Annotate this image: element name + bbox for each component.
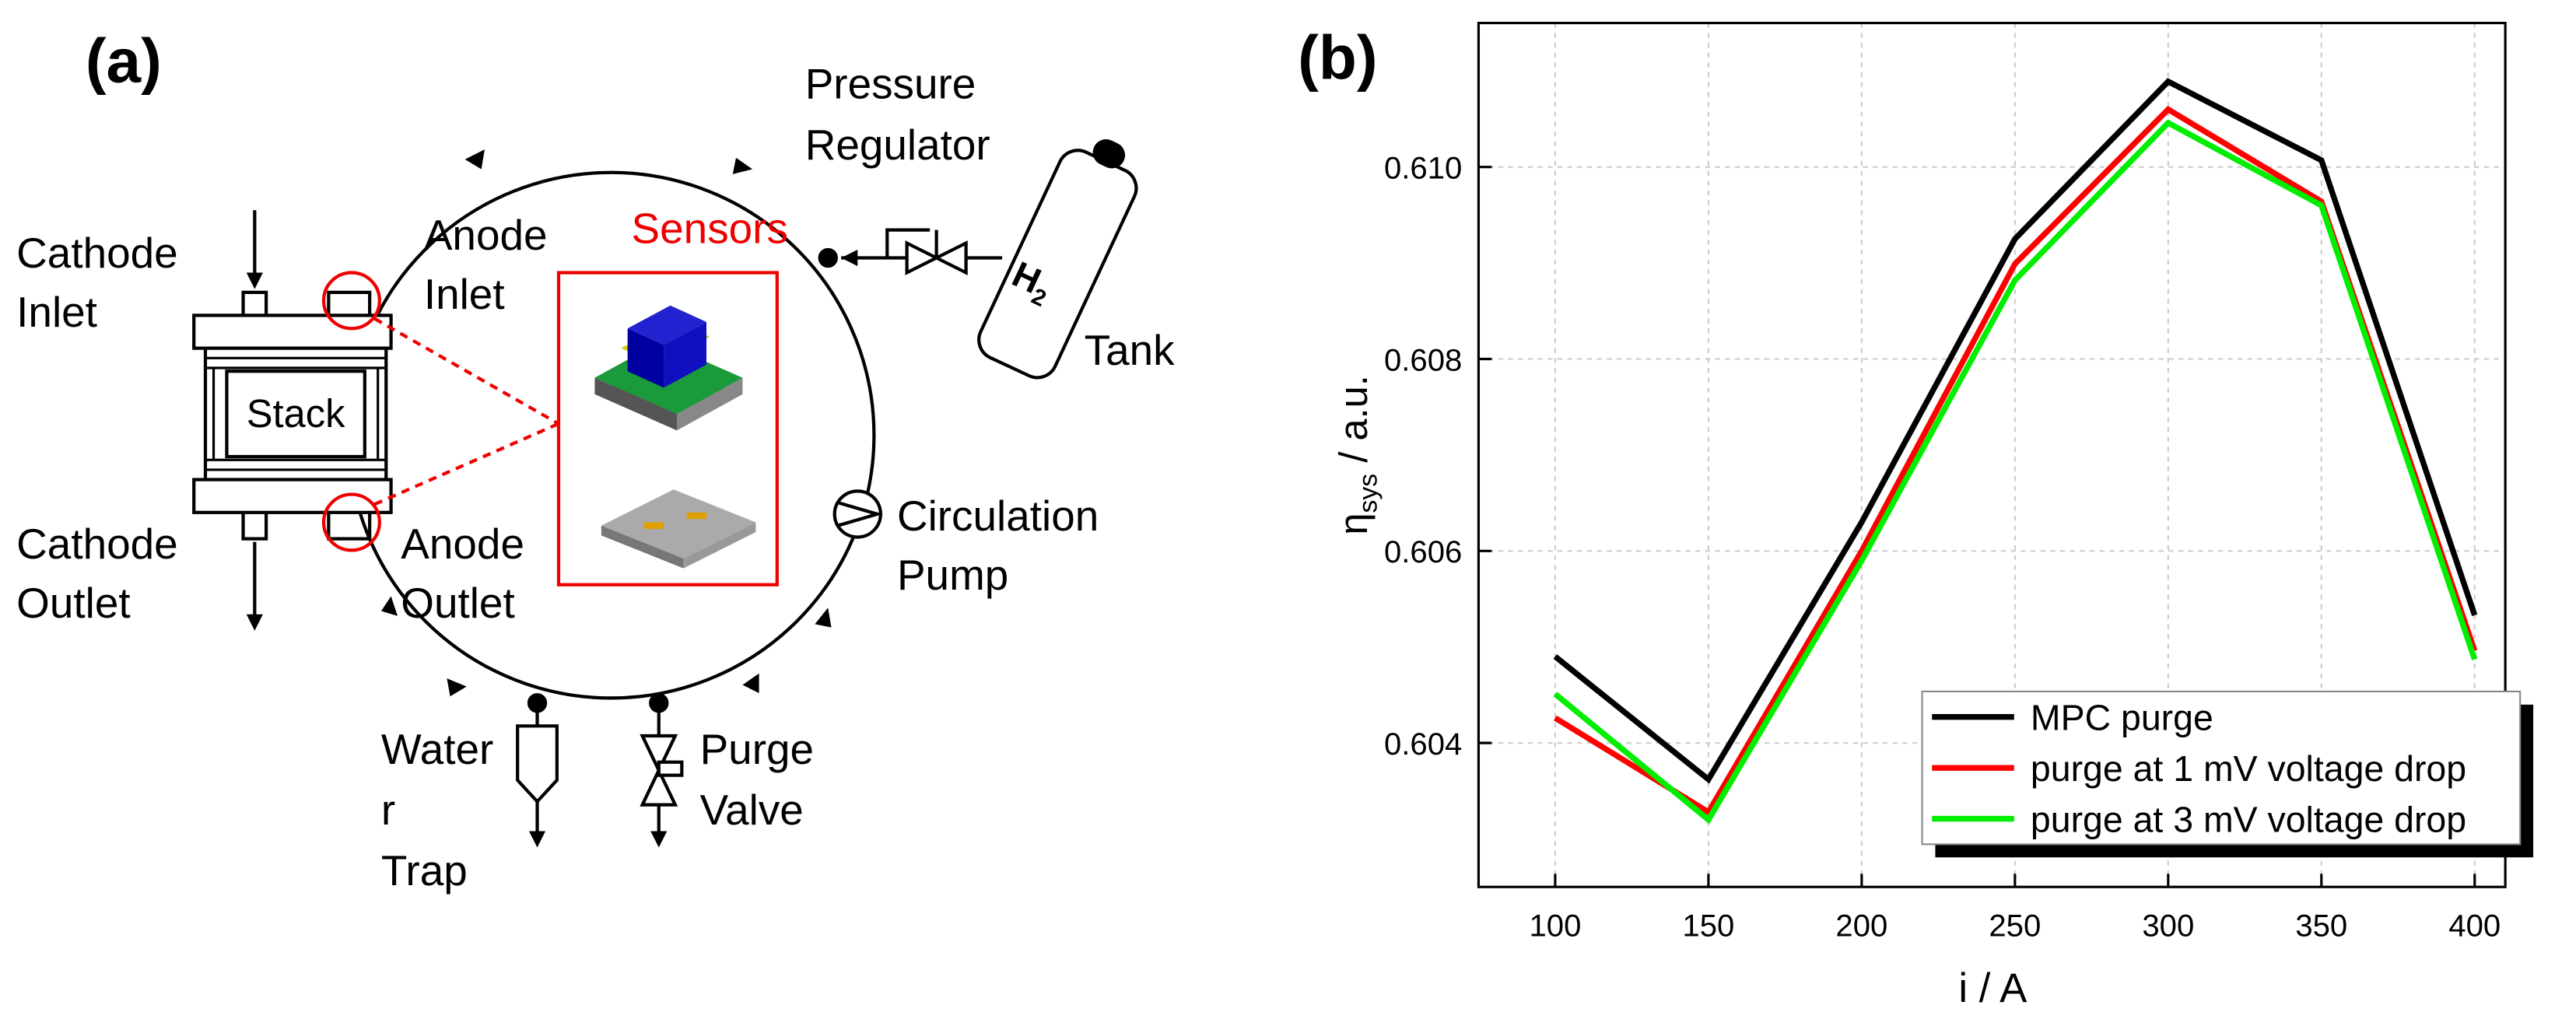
line: [1553, 78, 2478, 784]
sensor-image: [594, 305, 756, 569]
arrowhead: [841, 249, 858, 267]
label: Anode Inlet: [424, 211, 548, 318]
label-line: Pressure: [805, 60, 976, 108]
x-tick-label: 350: [2295, 909, 2347, 944]
label-line: Anode: [401, 520, 524, 568]
panel-a: (a) Stack Sensors H2: [16, 26, 1175, 895]
top-plate: [192, 313, 393, 350]
label-line: Anode: [424, 211, 548, 259]
y-tick-label: 0.608: [1384, 343, 1462, 377]
label: Stack: [247, 391, 345, 436]
panel-b: (b) i / A ηsys / a.u. 100 150 200 250 300 350…: [1298, 21, 2534, 1011]
sensor-spot: [321, 492, 381, 552]
sensor-spot: [321, 271, 381, 331]
tank: [977, 139, 1138, 380]
pump-symbol: [837, 501, 884, 527]
y-tick-label: 0.606: [1384, 535, 1462, 569]
label-line: Purge: [700, 725, 814, 773]
label-line: Cathode: [16, 520, 178, 568]
x-tick-label: 300: [2142, 909, 2194, 944]
labels: Pressure Regulator Cathode Inlet Anode Inle…: [16, 60, 1175, 895]
label-line: Inlet: [424, 270, 505, 318]
label: Sensors: [632, 205, 788, 253]
label-line: Inlet: [16, 288, 97, 336]
arrowhead: [528, 831, 546, 848]
legend-label: purge at 1 mV voltage drop: [2031, 748, 2466, 789]
junction: [818, 247, 838, 268]
label: Anode Outlet: [401, 520, 524, 627]
x-tick-label: 100: [1529, 909, 1581, 944]
line: [1553, 119, 2478, 825]
label-line: Regulator: [805, 121, 990, 169]
plot-frame: [1477, 21, 2507, 888]
legend-label: MPC purge: [2031, 698, 2213, 738]
panel-label: (b): [1298, 23, 1377, 93]
label-line: Pump: [897, 551, 1008, 599]
outlet-ports: [241, 512, 372, 541]
x-tick-label: 250: [1989, 909, 2041, 944]
x-axis-label: i / A: [1958, 965, 2028, 1011]
label-line: Water: [381, 725, 493, 773]
label: Pressure Regulator: [805, 60, 990, 169]
stack-inner: [225, 369, 366, 459]
legend: MPC purge purge at 1 mV voltage drop purge…: [1921, 690, 2534, 858]
water-trap: [516, 724, 559, 804]
label-line: Circulation: [897, 492, 1099, 540]
x-tick-label: 150: [1682, 909, 1734, 944]
panel-label: (a): [86, 26, 162, 96]
x-tick-label: 400: [2448, 909, 2501, 944]
label-line: r: [381, 786, 395, 834]
regulator-valve: [905, 229, 968, 275]
label-line: Cathode: [16, 229, 178, 277]
valve-actuator: [657, 760, 684, 777]
label: Tank: [1085, 326, 1175, 374]
label: Cathode Outlet: [16, 520, 178, 627]
y-label-part: sys: [1354, 474, 1383, 513]
legend-box: [1921, 690, 2522, 846]
arrowhead: [246, 272, 263, 289]
line: [1553, 105, 2478, 817]
arrowhead: [246, 614, 263, 631]
label-line: Outlet: [16, 579, 130, 627]
x-tick-label: 200: [1835, 909, 1887, 944]
y-label-part: / a.u.: [1331, 375, 1376, 474]
inlet-ports: [241, 290, 372, 316]
label: Circulation Pump: [897, 492, 1099, 599]
y-label-part: η: [1331, 513, 1376, 534]
y-tick-label: 0.610: [1384, 151, 1462, 185]
stack-lines: [205, 356, 387, 471]
arrowhead: [650, 831, 668, 848]
sensor-box: [556, 271, 779, 587]
label: Water r Trap: [381, 725, 493, 895]
legend-label: purge at 3 mV voltage drop: [2031, 799, 2466, 839]
label-line: Valve: [700, 786, 804, 834]
flow-arrows: [380, 149, 832, 697]
label: Purge Valve: [700, 725, 814, 834]
y-axis-label: ηsys / a.u.: [1331, 375, 1383, 535]
sensor-links: [373, 317, 560, 506]
label: Cathode Inlet: [16, 229, 178, 336]
label-line: Trap: [381, 846, 468, 895]
label-line: Outlet: [401, 579, 514, 627]
y-tick-label: 0.604: [1384, 727, 1462, 762]
